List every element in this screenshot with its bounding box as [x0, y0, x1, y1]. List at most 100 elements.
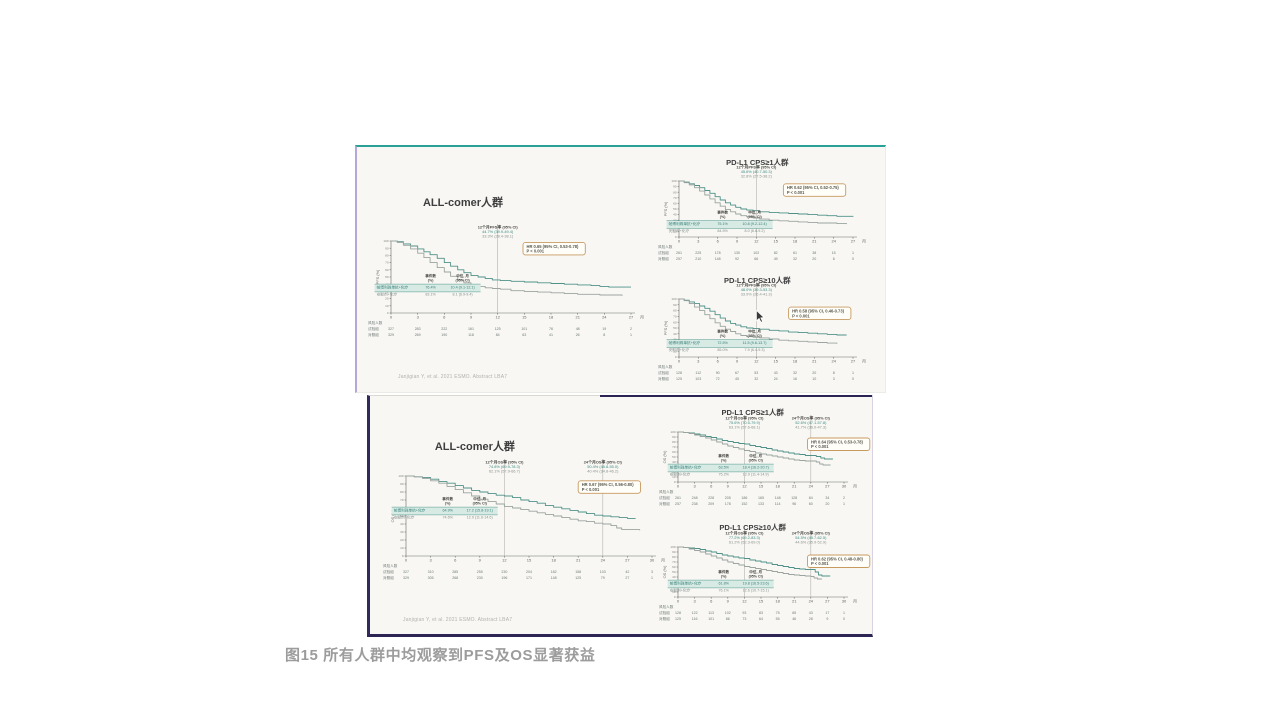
svg-text:P < 0.001: P < 0.001	[811, 561, 829, 566]
svg-text:帕博利珠单抗+化疗: 帕博利珠单抗+化疗	[377, 285, 409, 290]
svg-text:32.8% (27.5-38.2): 32.8% (27.5-38.2)	[741, 174, 773, 179]
svg-text:70: 70	[673, 315, 677, 319]
svg-text:19.8 (16.5-23.6): 19.8 (16.5-23.6)	[743, 582, 769, 586]
svg-text:对照组: 对照组	[659, 501, 670, 506]
svg-text:75: 75	[776, 611, 780, 615]
svg-text:12: 12	[754, 359, 759, 364]
svg-text:209: 209	[708, 502, 714, 506]
svg-text:试验组: 试验组	[659, 610, 670, 615]
svg-text:161: 161	[468, 327, 474, 331]
svg-text:116: 116	[692, 617, 698, 621]
svg-text:PD-L1 CPS≥10人群: PD-L1 CPS≥10人群	[719, 522, 786, 532]
svg-text:158: 158	[575, 570, 581, 574]
svg-text:63.1% (57.6-68.1): 63.1% (57.6-68.1)	[729, 425, 761, 430]
svg-text:40: 40	[672, 460, 676, 464]
svg-text:20: 20	[400, 538, 404, 542]
svg-text:月: 月	[853, 484, 857, 489]
svg-text:中位, 月: 中位, 月	[456, 273, 469, 278]
svg-text:试验组: 试验组	[658, 370, 669, 375]
svg-text:70: 70	[385, 261, 389, 265]
svg-text:60: 60	[809, 502, 813, 506]
svg-text:24: 24	[809, 599, 814, 604]
svg-text:风险人数: 风险人数	[659, 489, 674, 494]
svg-text:PD-L1 CPS≥1人群: PD-L1 CPS≥1人群	[726, 157, 789, 167]
svg-text:63: 63	[522, 333, 526, 337]
svg-text:9: 9	[727, 599, 730, 604]
svg-text:30: 30	[673, 218, 677, 222]
svg-text:6: 6	[454, 558, 457, 563]
svg-text:100: 100	[398, 474, 403, 478]
svg-text:268: 268	[452, 576, 458, 580]
svg-text:285: 285	[452, 570, 458, 574]
svg-text:27: 27	[851, 239, 856, 244]
svg-text:12: 12	[495, 315, 500, 320]
citation-text: Janjigian Y, et al. 2021 ESMO. Abstract …	[403, 617, 513, 623]
svg-text:6: 6	[717, 359, 720, 364]
svg-text:148: 148	[775, 496, 781, 500]
svg-text:中位, 月: 中位, 月	[748, 210, 761, 215]
svg-text:28: 28	[809, 617, 813, 621]
svg-text:15: 15	[527, 558, 532, 563]
svg-text:60: 60	[672, 565, 676, 569]
svg-text:72: 72	[716, 377, 720, 381]
svg-text:75.2%: 75.2%	[718, 473, 729, 477]
svg-text:125: 125	[495, 327, 501, 331]
svg-text:月: 月	[862, 239, 866, 244]
svg-text:(95% CI): (95% CI)	[749, 458, 764, 462]
svg-text:50: 50	[400, 514, 404, 518]
svg-text:72.5%: 72.5%	[717, 341, 728, 345]
svg-text:0: 0	[675, 355, 677, 359]
svg-text:事件数: 事件数	[425, 273, 436, 278]
svg-text:80: 80	[672, 555, 676, 559]
svg-text:40: 40	[673, 332, 677, 336]
svg-text:148: 148	[715, 257, 721, 261]
svg-text:27: 27	[629, 315, 634, 320]
svg-text:49: 49	[774, 257, 778, 261]
svg-text:0: 0	[402, 554, 404, 558]
svg-text:50: 50	[673, 326, 677, 330]
svg-text:90: 90	[385, 246, 389, 250]
svg-text:3: 3	[697, 359, 700, 364]
svg-text:50: 50	[672, 455, 676, 459]
svg-text:101: 101	[708, 617, 714, 621]
svg-text:安慰剂+化疗: 安慰剂+化疗	[669, 228, 690, 233]
svg-text:100: 100	[671, 179, 676, 183]
svg-text:248: 248	[692, 496, 698, 500]
svg-text:6: 6	[710, 599, 713, 604]
svg-text:PD-L1 CPS≥1人群: PD-L1 CPS≥1人群	[721, 407, 784, 417]
svg-text:125: 125	[676, 377, 682, 381]
svg-text:80: 80	[673, 309, 677, 313]
svg-text:74.8% (69.9-78.3): 74.8% (69.9-78.3)	[489, 464, 521, 469]
svg-text:安慰剂+化疗: 安慰剂+化疗	[670, 472, 691, 477]
svg-text:283: 283	[415, 327, 421, 331]
svg-text:PFS (%): PFS (%)	[663, 320, 668, 335]
svg-text:100: 100	[671, 297, 676, 301]
svg-text:27: 27	[625, 576, 629, 580]
svg-text:2: 2	[843, 496, 845, 500]
svg-text:9: 9	[736, 359, 739, 364]
svg-text:32: 32	[793, 371, 797, 375]
svg-text:对照组: 对照组	[659, 616, 670, 621]
svg-text:125: 125	[675, 617, 681, 621]
svg-text:24: 24	[831, 359, 836, 364]
svg-text:PFS (%): PFS (%)	[663, 201, 668, 216]
svg-text:73: 73	[742, 617, 746, 621]
svg-text:18: 18	[793, 359, 798, 364]
svg-text:15: 15	[773, 359, 778, 364]
figure-panel-pfs: ALL-comer人群01020304050607080901000369121…	[355, 145, 886, 393]
svg-text:18: 18	[775, 599, 780, 604]
svg-text:10: 10	[673, 349, 677, 353]
svg-text:152: 152	[741, 502, 747, 506]
svg-text:10.4 (9.1-12.1): 10.4 (9.1-12.1)	[450, 286, 474, 290]
svg-text:228: 228	[708, 496, 714, 500]
svg-text:HR 0.65 (95% CI, 0.53-0.78): HR 0.65 (95% CI, 0.53-0.78)	[527, 244, 580, 249]
svg-text:83.1%: 83.1%	[425, 293, 436, 297]
svg-text:60: 60	[672, 450, 676, 454]
svg-text:9: 9	[479, 558, 482, 563]
svg-text:45: 45	[735, 377, 739, 381]
svg-text:90: 90	[673, 303, 677, 307]
svg-text:257: 257	[676, 257, 682, 261]
svg-text:92: 92	[735, 257, 739, 261]
svg-text:46: 46	[792, 617, 796, 621]
svg-text:70: 70	[673, 196, 677, 200]
